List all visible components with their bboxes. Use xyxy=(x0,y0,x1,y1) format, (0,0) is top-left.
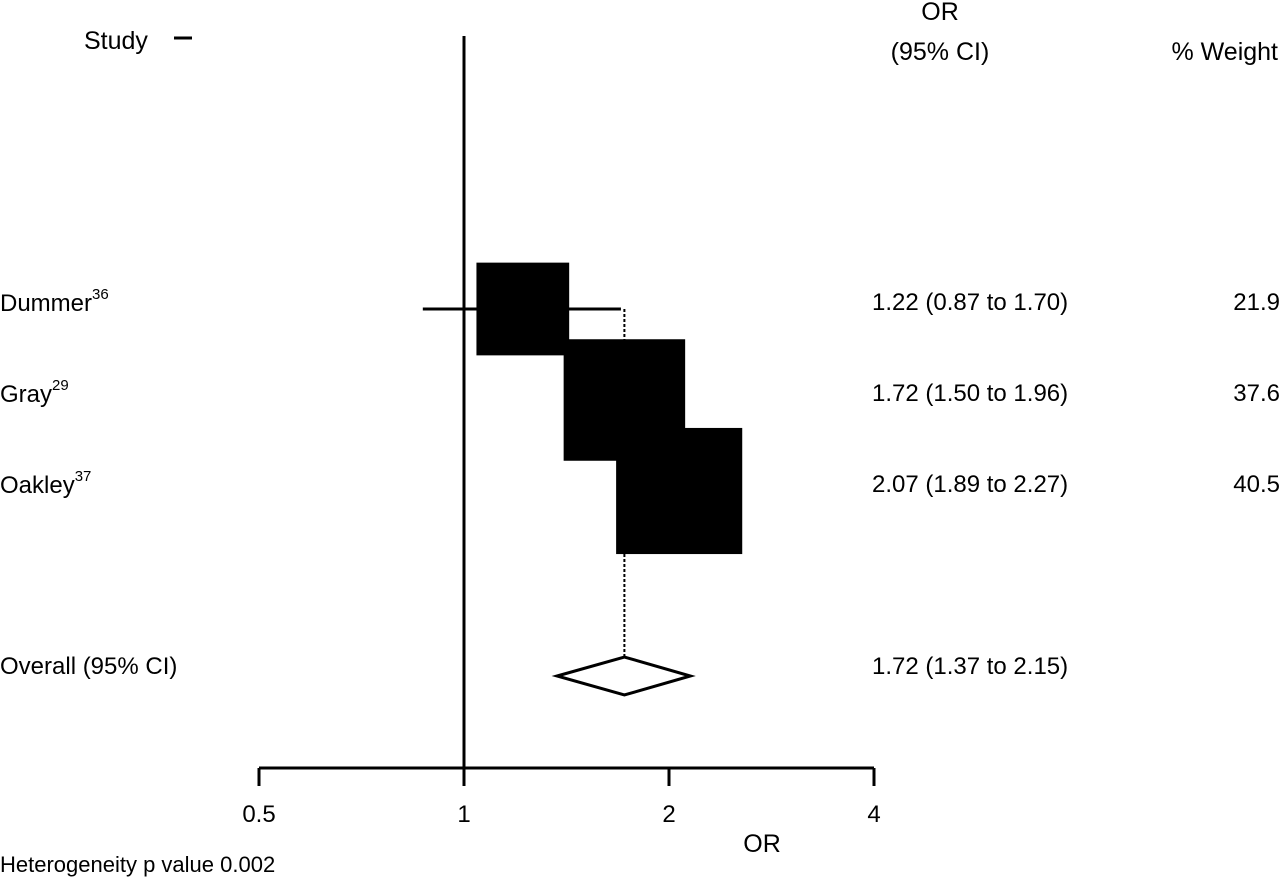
x-axis-label: OR xyxy=(743,830,781,858)
study-weight-text: 21.9 xyxy=(1233,289,1280,316)
study-label: Dummer36 xyxy=(0,286,109,317)
study-label: Gray29 xyxy=(0,377,69,408)
study-ci-text: 2.07 (1.89 to 2.27) xyxy=(872,471,1068,498)
study-box xyxy=(616,427,743,555)
study-ci-text: 1.22 (0.87 to 1.70) xyxy=(872,289,1068,316)
study-label: Oakley37 xyxy=(0,468,91,499)
study-name: Dummer xyxy=(0,290,92,317)
or-header-line2: (95% CI) xyxy=(891,38,990,66)
overall-ci-text: 1.72 (1.37 to 2.15) xyxy=(872,653,1068,680)
study-ref: 29 xyxy=(52,377,69,394)
weight-header: % Weight xyxy=(1171,38,1278,66)
or-header-line1: OR xyxy=(921,0,959,26)
x-tick-label: 1 xyxy=(457,801,470,828)
study-ci-text: 1.72 (1.50 to 1.96) xyxy=(872,380,1068,407)
x-tick-label: 0.5 xyxy=(242,801,275,828)
study-ref: 36 xyxy=(92,286,109,303)
study-ref: 37 xyxy=(75,468,92,485)
x-tick-label: 4 xyxy=(867,801,880,828)
chart-marks: Dummer36 1.22 (0.87 to 1.70) 21.9 Gray29 1.7… xyxy=(0,36,1280,828)
x-tick-label: 2 xyxy=(662,801,675,828)
study-name: Oakley xyxy=(0,472,75,499)
study-name: Gray xyxy=(0,381,52,408)
study-header: Study xyxy=(84,27,148,55)
overall-diamond xyxy=(551,655,696,697)
study-box xyxy=(476,262,570,356)
study-weight-text: 37.6 xyxy=(1233,380,1280,407)
study-weight-text: 40.5 xyxy=(1233,471,1280,498)
heterogeneity-footnote: Heterogeneity p value 0.002 xyxy=(0,852,275,877)
overall-label: Overall (95% CI) xyxy=(0,653,177,680)
